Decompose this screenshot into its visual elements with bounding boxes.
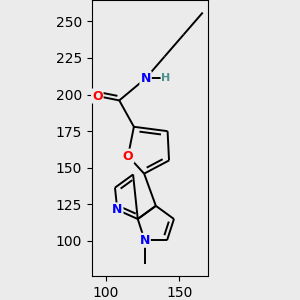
- Text: O: O: [123, 150, 133, 163]
- Text: N: N: [140, 234, 150, 247]
- Text: O: O: [92, 89, 103, 103]
- Text: H: H: [161, 74, 171, 83]
- Text: N: N: [140, 72, 151, 85]
- Text: N: N: [112, 203, 122, 216]
